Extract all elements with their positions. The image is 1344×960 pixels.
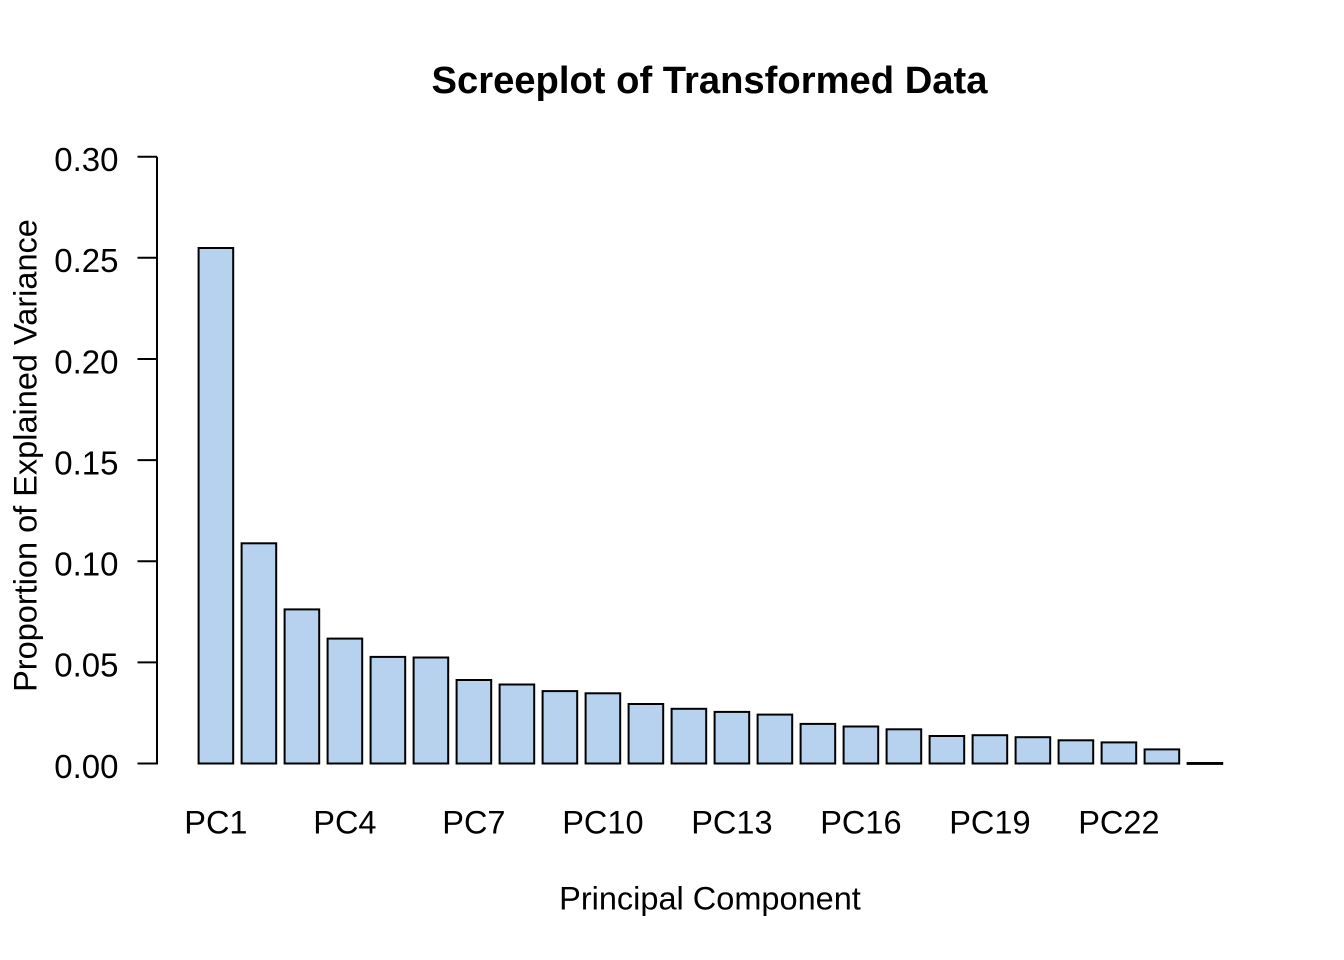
svg-text:0.00: 0.00 xyxy=(54,748,118,785)
svg-text:PC10: PC10 xyxy=(562,805,643,841)
svg-text:0.30: 0.30 xyxy=(54,141,118,178)
svg-text:PC16: PC16 xyxy=(820,805,901,841)
svg-text:Principal Component: Principal Component xyxy=(559,880,861,916)
svg-text:PC19: PC19 xyxy=(949,805,1030,841)
svg-text:0.25: 0.25 xyxy=(54,242,118,279)
svg-text:Proportion of Explained Varian: Proportion of Explained Variance xyxy=(8,219,44,692)
svg-text:0.05: 0.05 xyxy=(54,647,118,684)
svg-text:0.10: 0.10 xyxy=(54,546,118,583)
svg-text:PC22: PC22 xyxy=(1078,805,1159,841)
svg-text:Screeplot of Transformed Data: Screeplot of Transformed Data xyxy=(432,59,989,102)
svg-text:0.15: 0.15 xyxy=(54,444,118,481)
svg-text:PC7: PC7 xyxy=(442,805,505,841)
svg-text:0.20: 0.20 xyxy=(54,343,118,380)
svg-text:PC4: PC4 xyxy=(313,805,376,841)
svg-text:PC13: PC13 xyxy=(691,805,772,841)
svg-text:PC1: PC1 xyxy=(184,805,247,841)
